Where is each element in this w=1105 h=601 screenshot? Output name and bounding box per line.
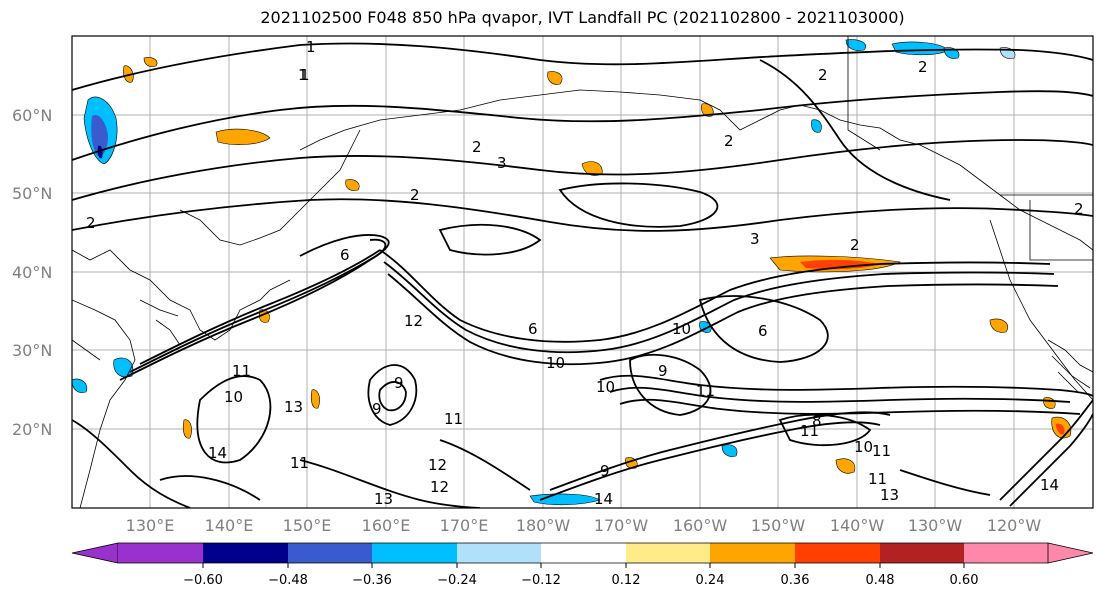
contour-label: 12 [404, 312, 423, 330]
contour-label: 6 [528, 320, 538, 338]
colorbar-tick-label: −0.12 [521, 573, 561, 588]
longitude-labels: 130°E 140°E 150°E 160°E 170°E 180°W 170°… [126, 516, 1042, 535]
colorbar-tick-label: 0.60 [950, 573, 979, 588]
colorbar-tick-label: −0.24 [437, 573, 477, 588]
lat-label: 50°N [12, 184, 52, 203]
colorbar-segment [880, 543, 964, 563]
contour-label: 1 [306, 38, 316, 56]
coastlines [72, 36, 1093, 508]
contour-label: 11 [290, 454, 309, 472]
lat-label: 60°N [12, 106, 52, 125]
lon-label: 130°E [126, 516, 175, 535]
contour-label: 10 [596, 378, 615, 396]
contour-label: 9 [600, 462, 610, 480]
colorbar-tick-label: 0.24 [696, 573, 725, 588]
lon-label: 140°E [205, 516, 254, 535]
contour-label: 11 [696, 382, 715, 400]
latitude-labels: 60°N 50°N 40°N 30°N 20°N [12, 106, 52, 439]
lon-label: 160°W [673, 516, 728, 535]
contour-label: 1 [298, 66, 308, 84]
lat-label: 30°N [12, 341, 52, 360]
contour-label: 14 [208, 444, 227, 462]
contour-label: 2 [724, 132, 734, 150]
colorbar-segment [964, 543, 1048, 563]
lon-label: 150°E [283, 516, 332, 535]
contour-label: 9 [394, 374, 404, 392]
colorbar-tick-label: 0.48 [866, 573, 895, 588]
contour-label: 10 [854, 438, 873, 456]
contour-label: 11 [872, 442, 891, 460]
ivt-contours [72, 42, 1093, 508]
contour-label: 13 [374, 490, 393, 508]
lon-label: 150°W [751, 516, 806, 535]
contour-label: 11 [232, 362, 251, 380]
contour-label: 6 [758, 322, 768, 340]
map-title: 2021102500 F048 850 hPa qvapor, IVT Land… [260, 8, 905, 27]
contour-label: 3 [497, 154, 507, 172]
contour-label: 2 [86, 214, 96, 232]
contour-label: 2 [918, 58, 928, 76]
colorbar-segment [626, 543, 710, 563]
colorbar-segment [710, 543, 795, 563]
contour-label: 9 [372, 400, 382, 418]
lon-label: 170°W [594, 516, 649, 535]
contour-label: 12 [430, 478, 449, 496]
lon-label: 140°W [830, 516, 885, 535]
lat-label: 20°N [12, 420, 52, 439]
colorbar-segment [372, 543, 457, 563]
contour-label: 12 [428, 456, 447, 474]
contour-label: 1 [300, 66, 310, 84]
contour-label: 8 [812, 412, 822, 430]
contour-label: 2 [410, 186, 420, 204]
lon-label: 170°E [440, 516, 489, 535]
colorbar-tick-label: −0.60 [183, 573, 223, 588]
contour-label: 10 [546, 354, 565, 372]
colorbar: −0.60 −0.48 −0.36 −0.24 −0.12 0.12 0.24 … [71, 542, 1094, 588]
contour-label: 2 [818, 66, 828, 84]
map-frame [71, 35, 1094, 509]
lon-label: 120°W [987, 516, 1042, 535]
contour-label: 14 [594, 490, 613, 508]
contour-label: 9 [658, 362, 668, 380]
colorbar-tick-label: −0.48 [268, 573, 308, 588]
contour-label: 14 [1040, 476, 1059, 494]
contour-label: 13 [880, 486, 899, 504]
contour-label-layer: 1 1 2 3 2 2 2 2 3 2 6 12 10 6 10 11 6 9 … [86, 38, 1084, 508]
contour-label: 2 [472, 138, 482, 156]
colorbar-segment [203, 543, 288, 563]
colorbar-segment [457, 543, 541, 563]
lon-label: 180°W [516, 516, 571, 535]
map-panel: 1 1 2 3 2 2 2 2 3 2 6 12 10 6 10 11 6 9 … [71, 35, 1094, 509]
colorbar-segment [71, 542, 119, 564]
colorbar-segment [795, 543, 880, 563]
colorbar-segment [1047, 542, 1094, 564]
colorbar-tick-label: 0.36 [781, 573, 810, 588]
colorbar-tick-label: 0.12 [612, 573, 641, 588]
colorbar-segment [118, 543, 203, 563]
colorbar-segment [288, 543, 372, 563]
colorbar-ticks [202, 563, 965, 568]
contour-label: 10 [672, 320, 691, 338]
contour-label: 2 [850, 236, 860, 254]
lat-label: 40°N [12, 263, 52, 282]
colorbar-tick-label: −0.36 [352, 573, 392, 588]
contour-label: 13 [284, 398, 303, 416]
contour-label: 3 [750, 230, 760, 248]
contour-label: 2 [1074, 200, 1084, 218]
contour-label: 11 [868, 470, 887, 488]
contour-label: 10 [224, 388, 243, 406]
colorbar-segment [541, 543, 626, 563]
lon-label: 130°W [908, 516, 963, 535]
graticule [72, 36, 1093, 508]
contour-label: 6 [340, 246, 350, 264]
contour-label: 11 [444, 410, 463, 428]
contour-label: 11 [800, 422, 819, 440]
lon-label: 160°E [362, 516, 411, 535]
